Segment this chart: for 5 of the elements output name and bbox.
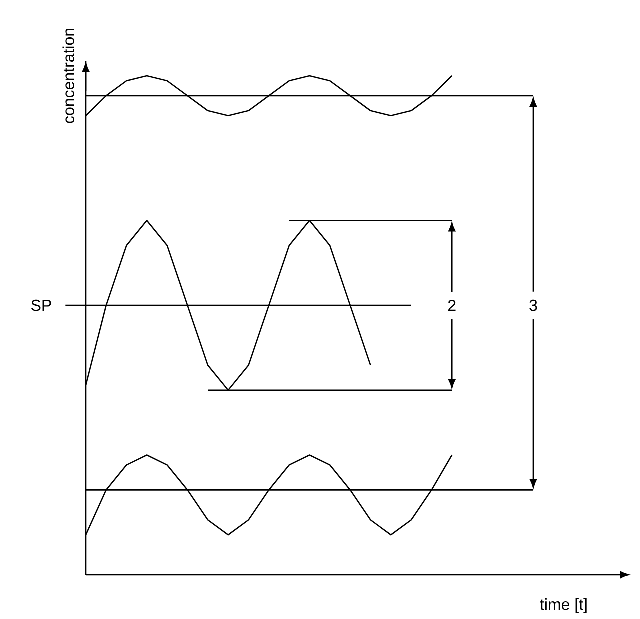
text: SP — [32, 300, 52, 312]
y-axis-title: concentration — [62, 29, 74, 124]
x-axis-title: time [t] — [540, 598, 587, 614]
annotation: 3 — [530, 300, 538, 312]
annotation: 2 — [448, 300, 456, 312]
